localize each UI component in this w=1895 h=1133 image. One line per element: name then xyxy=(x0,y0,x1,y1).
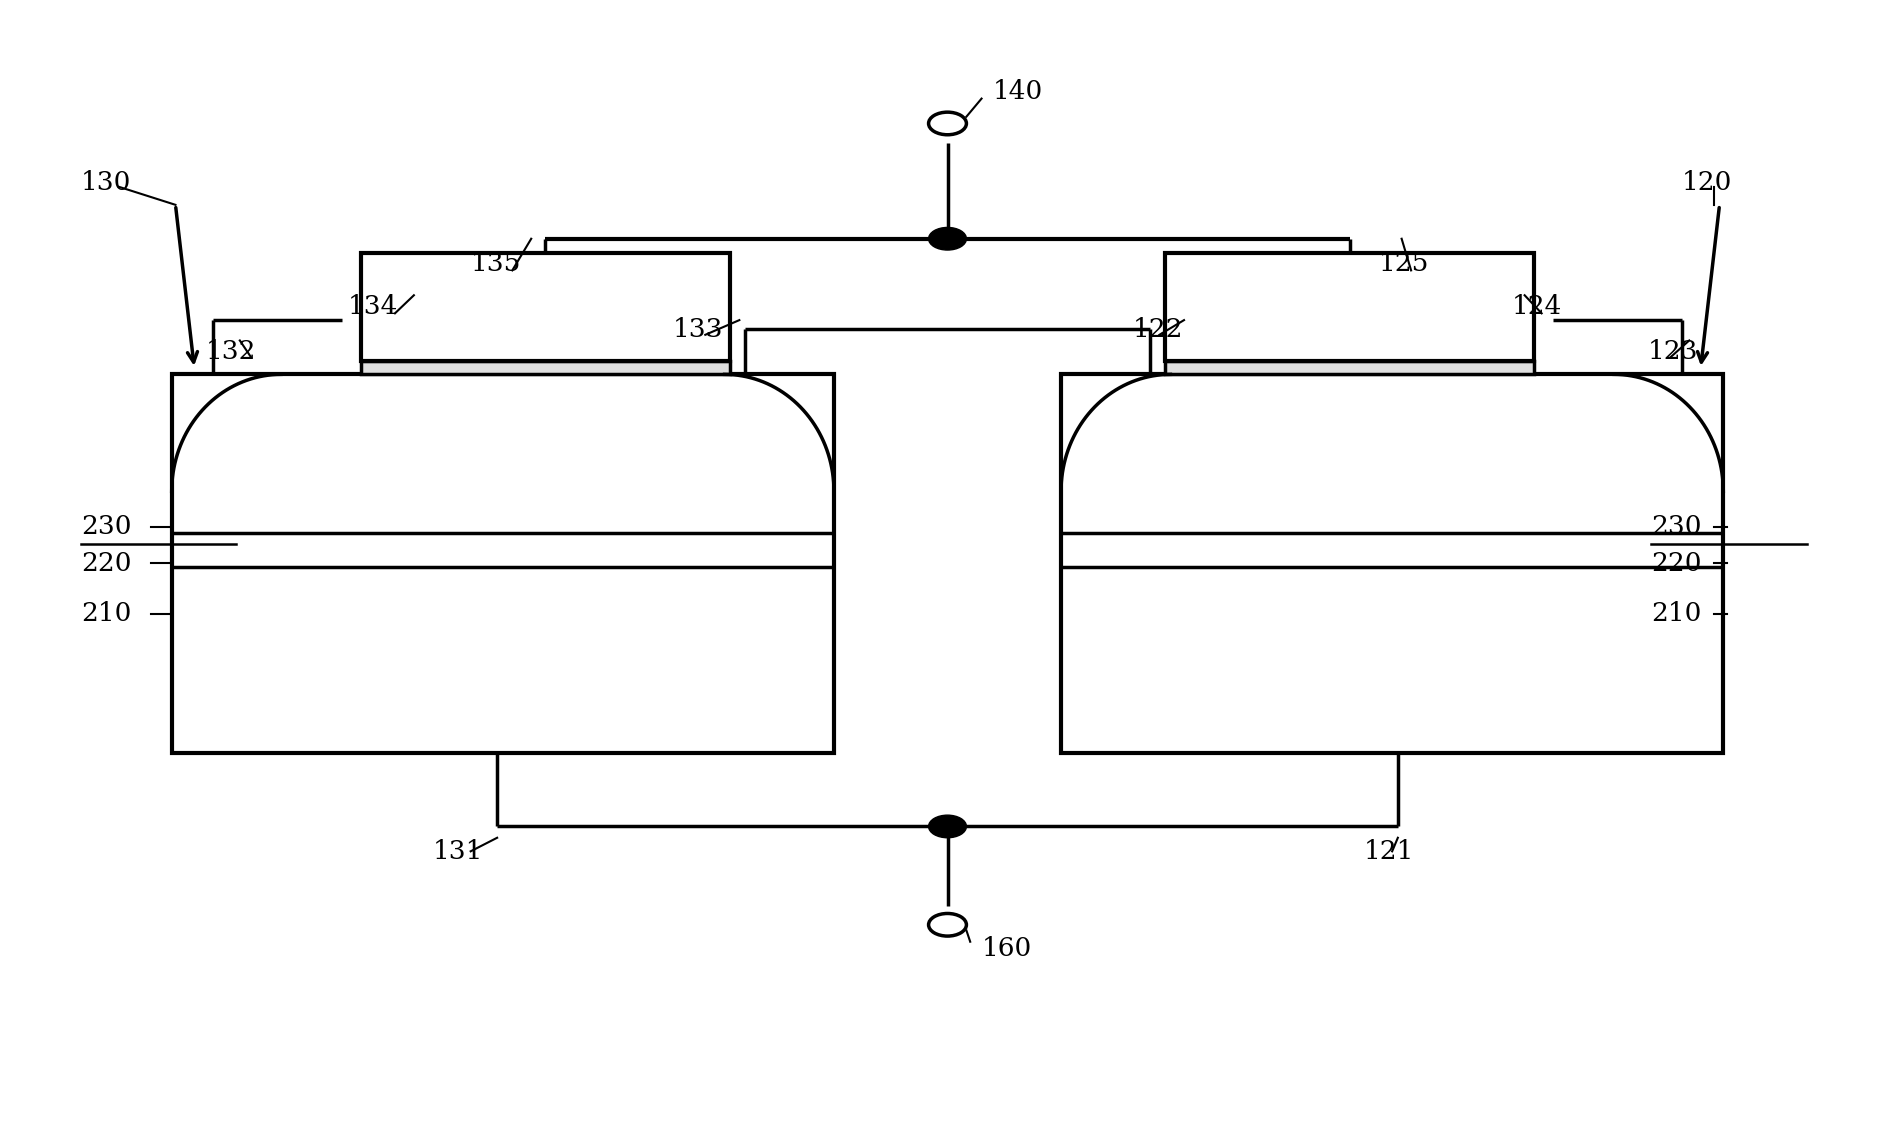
Text: 210: 210 xyxy=(1651,602,1702,627)
Text: 132: 132 xyxy=(207,339,256,364)
Bar xyxy=(1165,360,1535,374)
Text: 133: 133 xyxy=(673,316,724,342)
Text: 131: 131 xyxy=(432,838,483,863)
Text: 124: 124 xyxy=(1512,295,1561,320)
Text: 125: 125 xyxy=(1380,252,1429,276)
Circle shape xyxy=(929,228,966,250)
Circle shape xyxy=(929,815,966,837)
Text: 121: 121 xyxy=(1364,838,1414,863)
Text: 134: 134 xyxy=(347,295,398,320)
Text: 210: 210 xyxy=(81,602,131,627)
Text: 230: 230 xyxy=(1651,514,1702,539)
Text: 135: 135 xyxy=(470,252,521,276)
Bar xyxy=(1165,254,1535,360)
Text: 220: 220 xyxy=(81,551,131,576)
Text: 130: 130 xyxy=(81,170,131,195)
Bar xyxy=(360,360,730,374)
Circle shape xyxy=(929,913,966,936)
Text: 140: 140 xyxy=(993,79,1042,104)
Text: 120: 120 xyxy=(1681,170,1732,195)
Text: 122: 122 xyxy=(1133,316,1184,342)
Circle shape xyxy=(929,112,966,135)
Bar xyxy=(360,254,730,360)
Text: 230: 230 xyxy=(81,514,131,539)
Text: 220: 220 xyxy=(1651,551,1702,576)
Text: 123: 123 xyxy=(1647,339,1698,364)
Bar xyxy=(1061,374,1723,753)
Bar xyxy=(172,374,834,753)
Text: 160: 160 xyxy=(982,936,1031,961)
